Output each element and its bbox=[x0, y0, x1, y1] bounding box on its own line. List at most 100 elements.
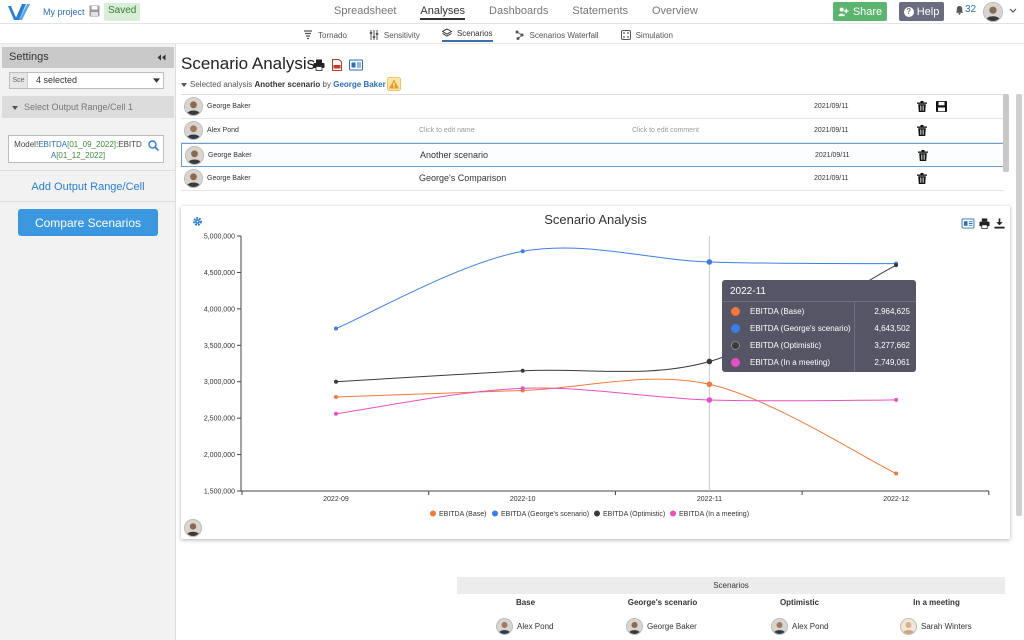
saved-status-badge: Saved bbox=[104, 3, 141, 21]
trash-icon[interactable] bbox=[917, 173, 927, 184]
search-icon[interactable] bbox=[148, 140, 159, 151]
formula-sheet: Model! bbox=[14, 140, 39, 149]
output-range-input[interactable]: Model!EBITDA[01_09_2022]:EBITD A[01_12_20… bbox=[8, 135, 164, 163]
chart-tooltip: 2022-11 EBITDA (Base) 2,964,625 EBITDA (… bbox=[722, 280, 916, 372]
add-output-range-link[interactable]: Add Output Range/Cell bbox=[31, 181, 145, 193]
series-line-0 bbox=[335, 378, 897, 474]
settings-title: Settings bbox=[9, 51, 49, 63]
data-point bbox=[334, 395, 338, 400]
analysis-subnav: Tornado Sensitivity Scenarios Scenarios … bbox=[0, 24, 1024, 44]
tooltip-series-value: 2,749,061 bbox=[874, 358, 910, 367]
chart-owner-avatar bbox=[184, 519, 202, 537]
presentation-icon[interactable] bbox=[961, 218, 975, 229]
series-dot-icon bbox=[731, 324, 740, 333]
data-point bbox=[894, 471, 899, 476]
trash-icon[interactable] bbox=[918, 150, 928, 161]
selected-analysis-author[interactable]: George Baker bbox=[333, 80, 386, 89]
nav-analyses[interactable]: Analyses bbox=[420, 5, 466, 20]
legend-marker bbox=[430, 510, 436, 517]
collapse-sidebar-icon[interactable] bbox=[157, 54, 166, 61]
y-tick-label: 4,000,000 bbox=[204, 306, 235, 313]
owner-avatar bbox=[771, 617, 788, 635]
scenario-owner: Alex Pond bbox=[207, 127, 239, 134]
subnav-simulation[interactable]: Simulation bbox=[620, 28, 673, 42]
data-point bbox=[706, 397, 713, 403]
floppy-save-icon[interactable] bbox=[936, 101, 947, 112]
scenario-date: 2021/09/11 bbox=[814, 127, 849, 134]
scenario-owner: George Baker bbox=[207, 103, 251, 110]
scenario-name-field[interactable]: George's Comparison bbox=[419, 173, 507, 183]
tooltip-series-value: 2,964,625 bbox=[874, 307, 910, 316]
owner-avatar bbox=[626, 617, 643, 635]
scenario-line-chart[interactable]: 1,500,000 2,000,000 2,500,000 3,000,000 3,50… bbox=[181, 206, 1010, 539]
warning-icon[interactable] bbox=[387, 77, 401, 91]
series-dot-icon bbox=[731, 341, 740, 350]
subnav-scenarios-waterfall[interactable]: Scenarios Waterfall bbox=[515, 28, 599, 42]
table-row[interactable]: George Baker 2021/09/11 bbox=[181, 95, 1004, 119]
output-range-section-header[interactable]: Select Output Range/Cell 1 bbox=[2, 96, 174, 118]
subnav-tornado[interactable]: Tornado bbox=[303, 28, 347, 42]
user-avatar[interactable] bbox=[983, 2, 1003, 22]
data-point bbox=[706, 358, 713, 365]
scenario-name-field[interactable]: Another scenario bbox=[420, 150, 489, 160]
data-point bbox=[706, 259, 713, 265]
data-point bbox=[894, 263, 899, 268]
scenario-comment-field[interactable]: Click to edit comment bbox=[632, 127, 699, 134]
trash-icon[interactable] bbox=[917, 125, 927, 136]
share-label: Share bbox=[852, 5, 883, 18]
pdf-icon[interactable] bbox=[331, 59, 343, 71]
nav-dashboards[interactable]: Dashboards bbox=[489, 5, 549, 17]
y-tick-label: 5,000,000 bbox=[204, 234, 235, 241]
layers-icon bbox=[441, 28, 452, 37]
page-scrollbar[interactable] bbox=[1016, 94, 1022, 516]
save-icon[interactable] bbox=[89, 5, 100, 17]
nav-overview[interactable]: Overview bbox=[652, 5, 698, 17]
subnav-scenarios-label: Scenarios bbox=[456, 28, 493, 38]
subnav-sensitivity-label: Sensitivity bbox=[383, 30, 420, 40]
nav-statements[interactable]: Statements bbox=[572, 5, 628, 17]
nav-spreadsheet[interactable]: Spreadsheet bbox=[334, 5, 397, 17]
summary-owner-name: Sarah Winters bbox=[921, 621, 972, 631]
help-button[interactable]: ? Help bbox=[899, 2, 944, 21]
settings-header: Settings bbox=[2, 47, 174, 68]
selected-analysis-prefix: Selected analysis bbox=[190, 80, 253, 89]
print-icon[interactable] bbox=[313, 59, 325, 71]
y-tick-label: 3,000,000 bbox=[204, 379, 235, 386]
legend-label: EBITDA (Base) bbox=[439, 511, 486, 518]
scenario-name-field[interactable]: Click to edit name bbox=[419, 127, 475, 134]
table-row[interactable]: George Baker George's Comparison 2021/09… bbox=[181, 167, 1004, 191]
selected-analysis-name: Another scenario bbox=[254, 80, 321, 89]
tornado-icon bbox=[304, 30, 312, 40]
scenario-date: 2021/09/11 bbox=[815, 152, 850, 159]
app-logo-icon[interactable] bbox=[6, 2, 30, 22]
tooltip-series-value: 3,277,662 bbox=[874, 341, 910, 350]
table-scrollbar[interactable] bbox=[1003, 94, 1009, 172]
presentation-icon[interactable] bbox=[349, 59, 363, 71]
tooltip-column-divider bbox=[854, 302, 855, 372]
notifications[interactable]: 32 bbox=[955, 4, 976, 15]
scenario-owner: George Baker bbox=[208, 152, 252, 159]
trash-icon[interactable] bbox=[917, 101, 927, 112]
table-row[interactable]: Alex Pond Click to edit name Click to ed… bbox=[181, 119, 1004, 143]
subnav-sensitivity[interactable]: Sensitivity bbox=[369, 28, 420, 42]
tooltip-row: EBITDA (In a meeting) 2,749,061 bbox=[722, 355, 916, 372]
chevron-down-icon[interactable] bbox=[1009, 8, 1017, 14]
scenario-date: 2021/09/11 bbox=[814, 103, 849, 110]
summary-column-georges-scenario: George's scenario bbox=[627, 598, 698, 607]
share-icon bbox=[838, 7, 849, 17]
summary-owner-name: George Baker bbox=[647, 621, 697, 631]
summary-owner: Alex Pond bbox=[496, 617, 553, 635]
formula-name-start: EBITDA bbox=[38, 140, 68, 149]
subnav-waterfall-label: Scenarios Waterfall bbox=[529, 30, 599, 40]
expand-triangle-icon[interactable] bbox=[181, 82, 187, 87]
project-name-link[interactable]: My project bbox=[43, 7, 85, 17]
table-row-selected[interactable]: George Baker Another scenario 2021/09/11 bbox=[181, 143, 1004, 167]
print-icon[interactable] bbox=[979, 218, 990, 229]
compare-scenarios-button[interactable]: Compare Scenarios bbox=[18, 209, 158, 236]
share-button[interactable]: Share bbox=[833, 2, 887, 21]
data-point bbox=[894, 397, 899, 402]
subnav-scenarios[interactable]: Scenarios bbox=[441, 28, 493, 42]
download-icon[interactable] bbox=[994, 218, 1005, 229]
gear-icon[interactable] bbox=[192, 216, 203, 227]
scenario-select[interactable]: Sce 4 selected bbox=[9, 72, 164, 89]
